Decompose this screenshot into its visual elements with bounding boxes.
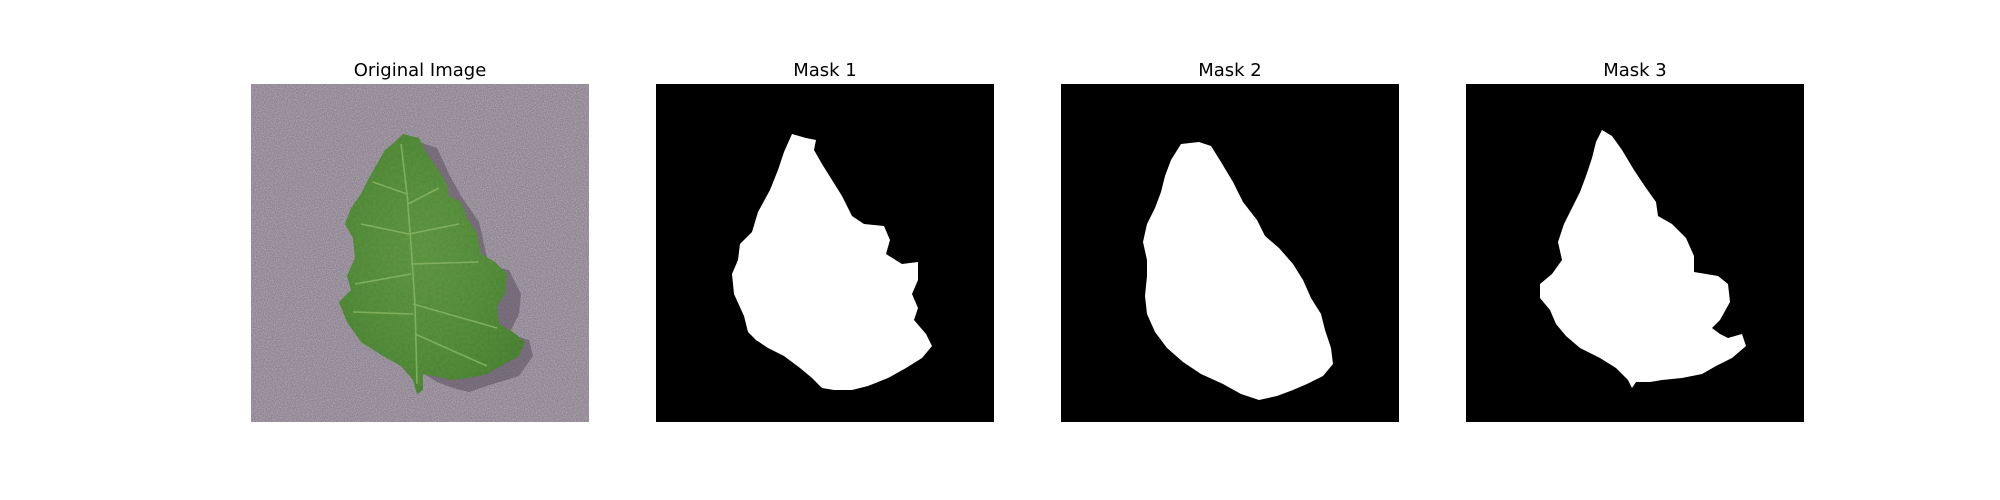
panel-mask-3: Mask 3 [1466, 57, 1804, 422]
panel-title: Original Image [353, 60, 487, 81]
mask-2-image [1061, 84, 1399, 422]
original-leaf-photo [251, 84, 589, 422]
leaf-veins [352, 143, 498, 385]
panel-title: Mask 1 [793, 60, 857, 81]
panel-title: Mask 3 [1603, 60, 1667, 81]
mask-1-shape [732, 134, 932, 390]
mask-2-shape [1143, 142, 1333, 400]
panel-original-image: Original Image [251, 57, 589, 422]
panel-mask-1: Mask 1 [656, 57, 994, 422]
mask-3-image [1466, 84, 1804, 422]
panel-mask-2: Mask 2 [1061, 57, 1399, 422]
mask-1-image [656, 84, 994, 422]
mask-3-shape [1540, 130, 1746, 388]
panel-title: Mask 2 [1198, 60, 1262, 81]
